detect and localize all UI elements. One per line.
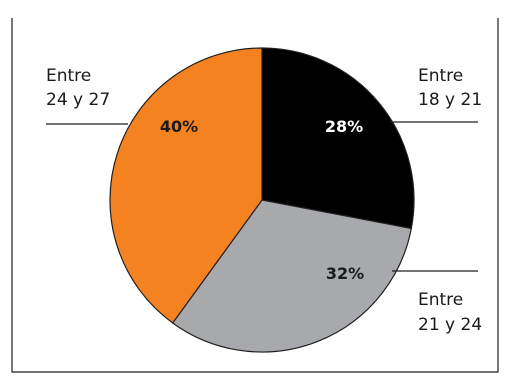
pie-slices: [109, 47, 415, 353]
category-label-18-21-line1: Entre: [418, 66, 463, 86]
category-label-24-27-line2: 24 y 27: [46, 90, 110, 110]
value-label-18-21: 28%: [325, 117, 363, 136]
chart-frame: [11, 18, 499, 373]
value-label-24-27: 40%: [160, 117, 198, 136]
pie-slice-18-21: [261, 47, 415, 230]
category-label-21-24-line1: Entre: [418, 290, 463, 310]
pie-slice-21-24: [171, 199, 413, 353]
category-label-21-24-line2: 21 y 24: [418, 315, 482, 335]
category-label-24-27-line1: Entre: [46, 66, 91, 86]
value-label-21-24: 32%: [326, 264, 364, 283]
category-label-18-21-line2: 18 y 21: [418, 90, 482, 110]
pie-slice-24-27: [109, 47, 263, 324]
